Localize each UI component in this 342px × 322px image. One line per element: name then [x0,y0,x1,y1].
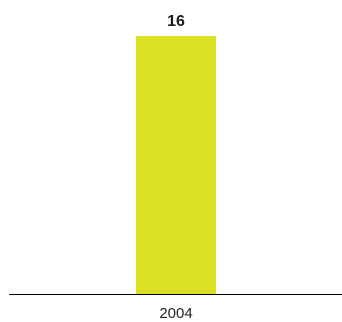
x-tick-labels-group: 2004 [159,305,192,322]
x-tick-label-2004: 2004 [159,305,192,322]
bars-group [136,36,216,294]
data-label-2004: 16 [167,13,185,30]
bar-2004 [136,36,216,294]
value-labels-group: 16 [167,13,185,30]
